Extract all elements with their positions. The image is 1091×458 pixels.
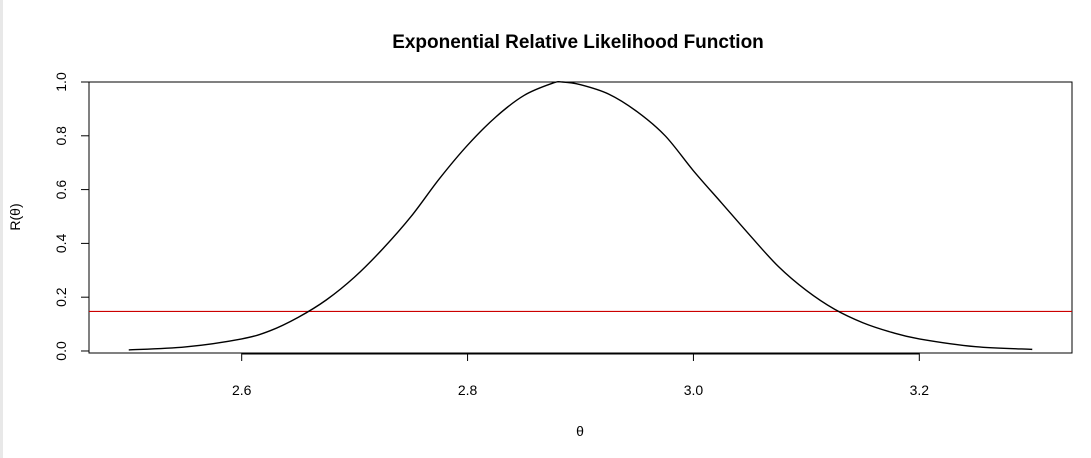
y-tick-label: 0.6 <box>53 180 69 200</box>
left-border <box>0 0 3 458</box>
y-axis: 0.0 0.2 0.4 0.6 0.8 1.0 <box>53 72 90 361</box>
y-axis-label: R(θ) <box>7 203 23 230</box>
x-axis-label: θ <box>576 423 584 439</box>
x-axis: 2.6 2.8 3.0 3.2 <box>232 353 929 398</box>
chart-title: Exponential Relative Likelihood Function <box>392 32 764 53</box>
x-tick-label: 3.0 <box>684 382 704 398</box>
x-tick-label: 3.2 <box>910 382 930 398</box>
y-tick-label: 0.8 <box>53 126 69 146</box>
x-tick-label: 2.8 <box>458 382 478 398</box>
y-tick-label: 0.4 <box>53 233 69 253</box>
y-tick-label: 1.0 <box>53 72 69 92</box>
plot-frame <box>88 81 1073 354</box>
y-tick-label: 0.0 <box>53 341 69 361</box>
y-tick-label: 0.2 <box>53 287 69 307</box>
likelihood-curve <box>128 81 1033 351</box>
x-tick-label: 2.6 <box>232 382 252 398</box>
